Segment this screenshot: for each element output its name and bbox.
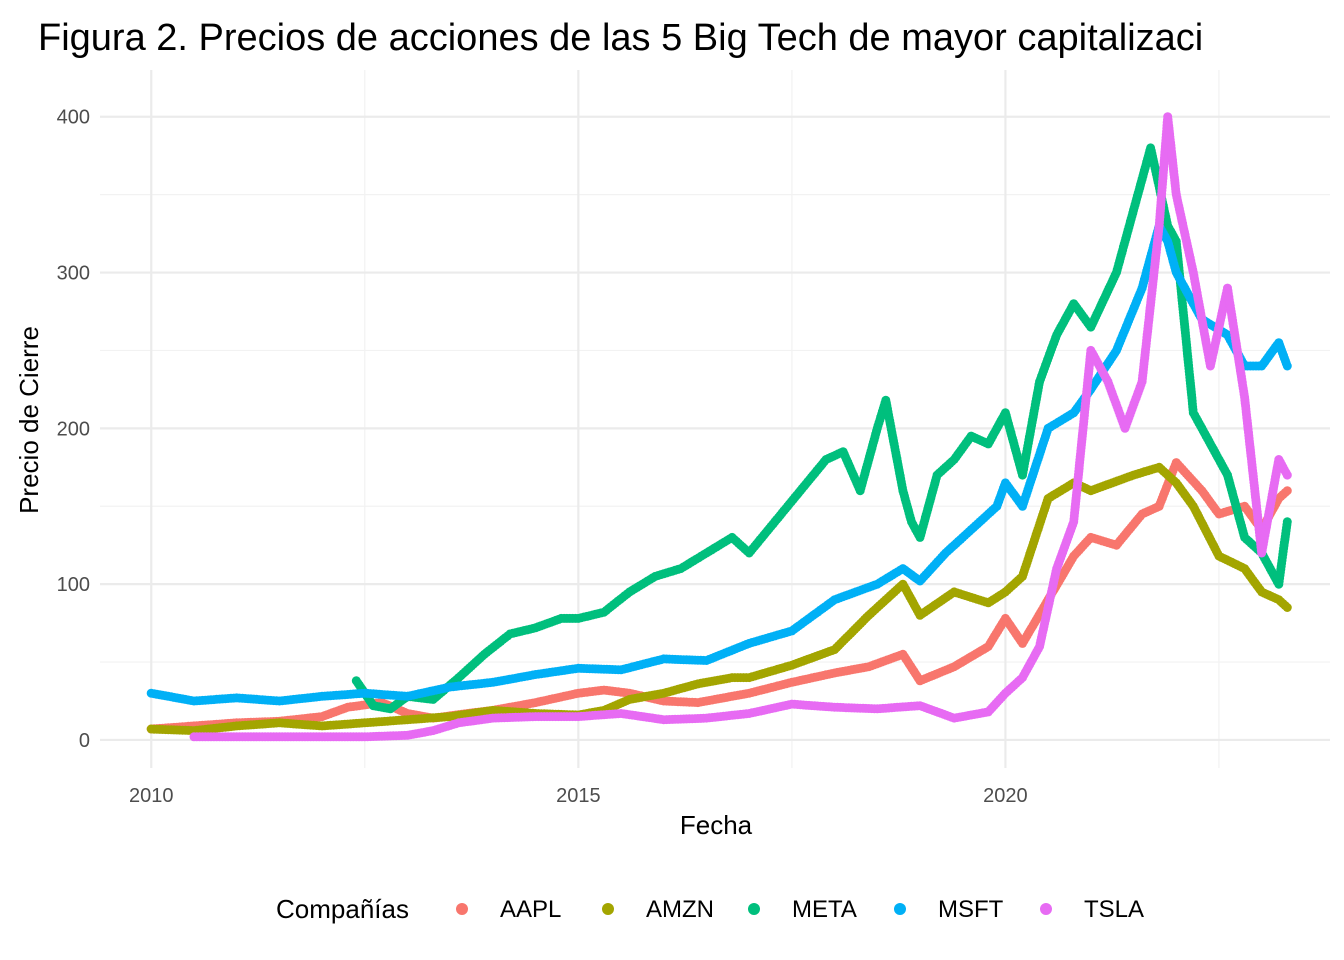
legend-item-tsla: TSLA <box>1040 896 1144 923</box>
legend-key <box>1040 903 1052 915</box>
y-tick-label: 200 <box>57 418 90 440</box>
legend-title: Compañías <box>276 894 409 924</box>
legend-key <box>602 903 614 915</box>
data-point <box>1282 470 1292 480</box>
y-axis-title: Precio de Cierre <box>14 326 44 514</box>
y-tick-label: 300 <box>57 263 90 285</box>
x-axis-title: Fecha <box>680 810 753 840</box>
y-tick-label: 400 <box>57 107 90 129</box>
legend-key <box>894 903 906 915</box>
series-tsla <box>189 112 1292 742</box>
y-axis-ticks: 0 100 200 300 400 <box>57 107 90 752</box>
legend-item-meta: META <box>748 896 857 923</box>
x-tick-label: 2010 <box>129 785 174 807</box>
x-tick-label: 2020 <box>983 785 1028 807</box>
legend-label: AAPL <box>500 896 561 923</box>
y-tick-label: 0 <box>79 730 90 752</box>
legend-item-amzn: AMZN <box>602 896 714 923</box>
legend-label: META <box>792 896 857 923</box>
y-tick-label: 100 <box>57 574 90 596</box>
data-marks <box>146 112 1292 742</box>
data-point <box>1282 603 1292 612</box>
chart-title: Figura 2. Precios de acciones de las 5 B… <box>38 17 1203 59</box>
legend-item-msft: MSFT <box>894 896 1004 923</box>
legend-key <box>748 903 760 915</box>
legend: Compañías AAPL AMZN META MSFT TSLA <box>276 894 1144 924</box>
data-point <box>1282 361 1292 371</box>
legend-label: TSLA <box>1084 896 1144 923</box>
legend-key <box>456 903 468 915</box>
data-point <box>1282 486 1292 496</box>
x-axis-ticks: 2010 2015 2020 <box>129 785 1028 807</box>
x-tick-label: 2015 <box>556 785 601 807</box>
legend-item-aapl: AAPL <box>456 896 561 923</box>
legend-label: MSFT <box>938 896 1004 923</box>
legend-label: AMZN <box>646 896 714 923</box>
series-msft <box>146 221 1292 706</box>
data-point <box>1282 517 1292 527</box>
